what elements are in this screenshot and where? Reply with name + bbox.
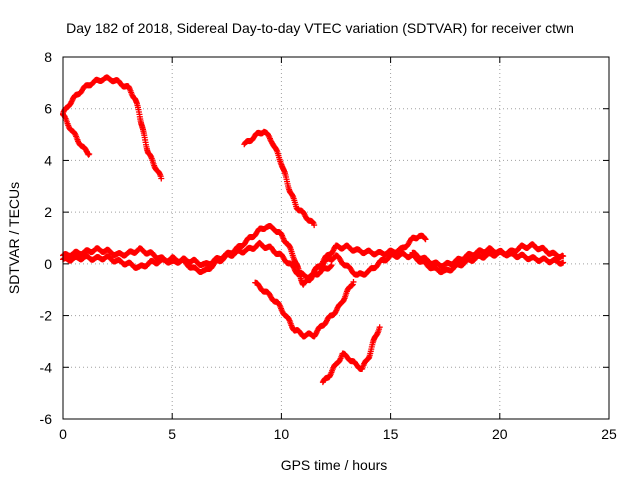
- data-point: [289, 263, 296, 270]
- data-point: [560, 253, 567, 260]
- y-tick-label: -4: [40, 359, 53, 375]
- series-track-e: [60, 239, 335, 281]
- data-point: [276, 301, 283, 308]
- chart-title: Day 182 of 2018, Sidereal Day-to-day VTE…: [66, 20, 574, 36]
- x-tick-label: 0: [59, 426, 67, 442]
- data-point: [421, 235, 428, 242]
- y-tick-label: 2: [44, 204, 52, 220]
- series-track-f: [311, 232, 429, 274]
- data-point: [85, 151, 92, 158]
- series-track-a: [60, 74, 165, 182]
- y-tick-label: 8: [44, 49, 52, 65]
- data-point: [309, 219, 316, 226]
- y-tick-label: 0: [44, 256, 52, 272]
- data-point: [328, 262, 335, 269]
- data-point: [158, 175, 165, 182]
- series-track-h: [409, 245, 567, 270]
- data-points: [60, 74, 567, 386]
- data-point: [125, 83, 132, 90]
- data-point: [67, 100, 74, 107]
- x-tick-label: 15: [383, 426, 399, 442]
- series-track-j: [319, 324, 383, 386]
- y-tick-label: -2: [40, 308, 53, 324]
- data-point: [560, 259, 567, 266]
- data-point: [86, 150, 93, 157]
- data-point: [422, 236, 429, 243]
- x-tick-label: 25: [601, 426, 617, 442]
- tick-labels: 0 5 10 15 20 25 -6 -4 -2 0 2 4 6 8: [40, 49, 617, 442]
- data-point: [350, 278, 357, 285]
- series-track-c: [241, 128, 318, 229]
- series-track-i: [252, 278, 357, 340]
- y-axis-label: SDTVAR / TECUs: [6, 182, 22, 294]
- y-tick-label: 4: [44, 152, 52, 168]
- y-tick-label: -6: [40, 411, 53, 427]
- data-point: [312, 331, 319, 338]
- data-point: [349, 282, 356, 289]
- data-point: [311, 222, 318, 229]
- data-point: [376, 324, 383, 331]
- x-tick-label: 20: [492, 426, 508, 442]
- x-tick-label: 10: [274, 426, 290, 442]
- data-point: [327, 263, 334, 270]
- series-track-b: [60, 111, 93, 158]
- y-tick-label: 6: [44, 101, 52, 117]
- plot-frame: [62, 56, 610, 420]
- x-axis-label: GPS time / hours: [281, 457, 388, 473]
- x-tick-label: 5: [168, 426, 176, 442]
- data-point: [71, 130, 78, 137]
- data-point: [323, 318, 330, 325]
